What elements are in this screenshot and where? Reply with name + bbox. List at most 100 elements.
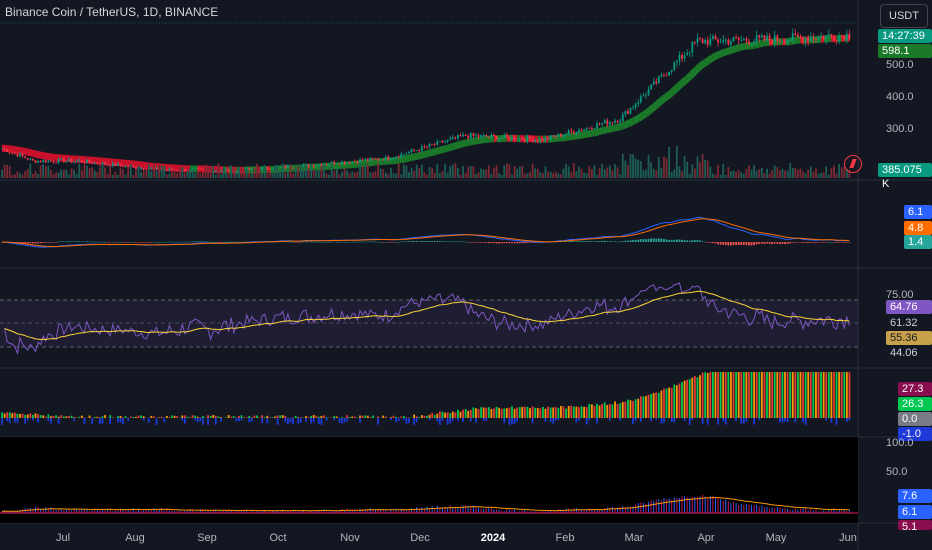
macd-histogram-bar (96, 241, 99, 243)
candle-body (191, 168, 194, 170)
volume-bar (513, 165, 516, 178)
volume-bar (423, 172, 426, 178)
candle-body (794, 33, 797, 35)
volume-bar (21, 174, 24, 178)
oscillator-bar (232, 416, 235, 418)
volume-bar (820, 173, 822, 178)
oscillator-bar (722, 372, 725, 418)
oscillator-bar (341, 417, 343, 418)
volume-bar (815, 167, 817, 178)
candle-body (567, 130, 570, 134)
tradingview-logo-icon[interactable] (844, 155, 862, 173)
oscillator-bar (678, 383, 681, 418)
oscillator-bar (52, 415, 55, 418)
volume-bar (32, 174, 34, 178)
volume-bar (240, 167, 243, 178)
volume-bar (768, 173, 771, 178)
trend-band-segment (727, 47, 732, 55)
trend-band-segment (405, 154, 410, 163)
oscillator-negative-bar (333, 418, 336, 421)
macd-histogram-bar (588, 241, 591, 242)
volume-bar (534, 168, 537, 178)
volume-bar (825, 166, 828, 178)
volume-bar (508, 164, 511, 178)
oscillator-bar (624, 401, 627, 418)
macd-histogram-bar (212, 241, 215, 243)
bottom-value-1: 7.6 (898, 489, 932, 503)
volume-bar (835, 173, 838, 178)
candle-body (480, 135, 482, 137)
volume-bar (325, 173, 328, 178)
candle-body (675, 60, 678, 63)
candle-body (150, 168, 153, 170)
macd-histogram-bar (663, 238, 665, 242)
candle-body (773, 35, 776, 44)
oscillator-bar (845, 372, 848, 418)
oscillator-bar (351, 416, 354, 418)
volume-bar (317, 170, 320, 178)
oscillator-bar (214, 415, 217, 418)
oscillator-bar (539, 408, 542, 418)
oscillator-bar (696, 377, 699, 418)
candle-body (503, 135, 506, 138)
volume-bar (104, 167, 106, 178)
volume-bar (129, 164, 132, 178)
oscillator-bar (369, 417, 372, 418)
trend-band-segment (729, 46, 735, 54)
trend-band-segment (624, 120, 630, 129)
oscillator-bar (207, 415, 209, 418)
volume-bar (578, 166, 580, 178)
macd-histogram-bar (624, 240, 627, 242)
oscillator-negative-bar (634, 418, 637, 421)
volume-bar (256, 163, 258, 178)
bottom-ma-line (1, 496, 850, 512)
volume-bar (475, 173, 477, 178)
volume-bar (621, 153, 624, 178)
trend-band-segment (636, 113, 643, 122)
macd-histogram-bar (42, 242, 45, 243)
macd-histogram-bar (740, 242, 743, 246)
macd-histogram-bar (451, 241, 454, 242)
candle-body (408, 151, 410, 154)
candle-body (165, 169, 168, 171)
candle-body (740, 39, 743, 41)
volume-bar (307, 168, 310, 178)
candle-body (696, 38, 699, 43)
macd-histogram-bar (78, 241, 81, 242)
currency-button[interactable]: USDT (880, 4, 928, 28)
candle-body (758, 35, 761, 38)
macd-histogram-bar (709, 242, 712, 243)
macd-histogram-bar (438, 241, 441, 242)
macd-histogram-bar (812, 242, 815, 243)
trend-band-segment (703, 58, 710, 66)
oscillator-bar (650, 394, 652, 418)
oscillator-bar (750, 372, 753, 418)
candle-body (572, 131, 575, 134)
volume-bar (171, 170, 173, 178)
macd-histogram-bar (608, 241, 611, 242)
volume-bar (521, 165, 524, 178)
oscillator-bar (186, 416, 189, 418)
volume-bar (402, 164, 405, 178)
trend-band-segment (651, 102, 659, 110)
candle-body (683, 55, 686, 59)
rsi-value: 64.76 (886, 300, 932, 314)
oscillator-bar (778, 372, 781, 418)
volume-bar (405, 165, 408, 178)
macd-histogram-bar (701, 241, 704, 242)
candle-body (531, 138, 534, 142)
volume-bar (137, 165, 140, 178)
macd-histogram-bar (135, 242, 137, 243)
oscillator-bar (732, 372, 735, 418)
macd-histogram-bar (292, 241, 294, 243)
macd-histogram-bar (245, 241, 248, 243)
macd-histogram-bar (802, 242, 804, 243)
candle-body (114, 163, 117, 167)
volume-bar (338, 174, 341, 178)
oscillator-negative-bar (73, 418, 76, 421)
macd-histogram-bar (804, 242, 807, 243)
oscillator-bar (688, 379, 691, 418)
oscillator-bar (335, 416, 338, 418)
oscillator-bar (737, 372, 740, 418)
